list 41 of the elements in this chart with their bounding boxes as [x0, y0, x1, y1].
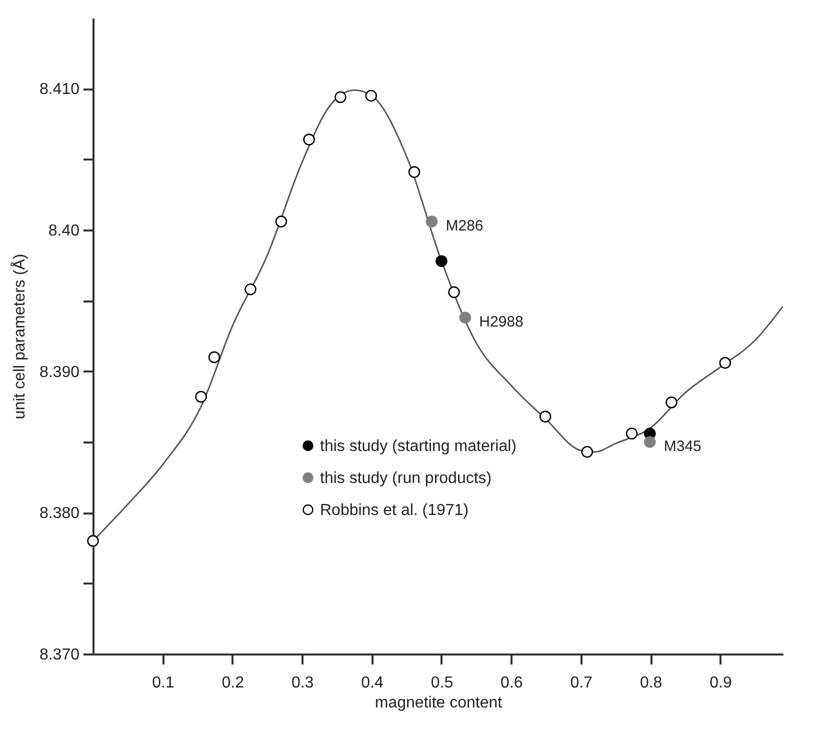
- annotation: M286: [446, 218, 484, 235]
- annotation: M345: [664, 438, 702, 455]
- y-tick-label: 8.410: [39, 81, 80, 98]
- point: [644, 436, 656, 448]
- point: [195, 390, 207, 403]
- point: [87, 535, 99, 547]
- point: [408, 166, 420, 178]
- point: [448, 286, 460, 298]
- y-tick-label: 8.380: [39, 505, 80, 522]
- point: [436, 255, 448, 267]
- x-tick-label: 0.5: [430, 674, 454, 692]
- y-tick-label: 8.390: [39, 364, 80, 381]
- legend-label: Robbins et al. (1971): [320, 502, 469, 519]
- x-tick-label: 0.2: [222, 674, 244, 692]
- point: [626, 428, 638, 440]
- point: [208, 351, 220, 364]
- point: [539, 410, 552, 422]
- point: [666, 396, 678, 408]
- y-tick-label: 8.370: [39, 646, 80, 664]
- y-tick-label: 8.40: [48, 222, 80, 240]
- x-tick-label: 0.7: [570, 674, 593, 692]
- x-tick-label: 0.9: [710, 674, 732, 692]
- x-tick-label: 0.8: [640, 674, 662, 692]
- point: [244, 283, 256, 296]
- legend-label: this study (starting material): [320, 438, 517, 455]
- point: [275, 216, 288, 228]
- point: [719, 356, 732, 369]
- x-tick-label: 0.6: [500, 674, 523, 692]
- x-axis-title: magnetite content: [374, 694, 503, 712]
- x-tick-label: 0.4: [361, 674, 384, 692]
- x-tick-label: 0.1: [152, 674, 174, 692]
- point: [365, 90, 377, 102]
- legend-label: this study (run products): [320, 470, 492, 487]
- point: [334, 91, 346, 104]
- point: [581, 446, 594, 458]
- x-tick-label: 0.3: [291, 674, 314, 692]
- point: [303, 134, 315, 146]
- y-axis-title: unit cell parameters (Å): [10, 254, 28, 420]
- point: [459, 312, 472, 324]
- annotation: H2988: [479, 314, 524, 331]
- point: [426, 216, 438, 228]
